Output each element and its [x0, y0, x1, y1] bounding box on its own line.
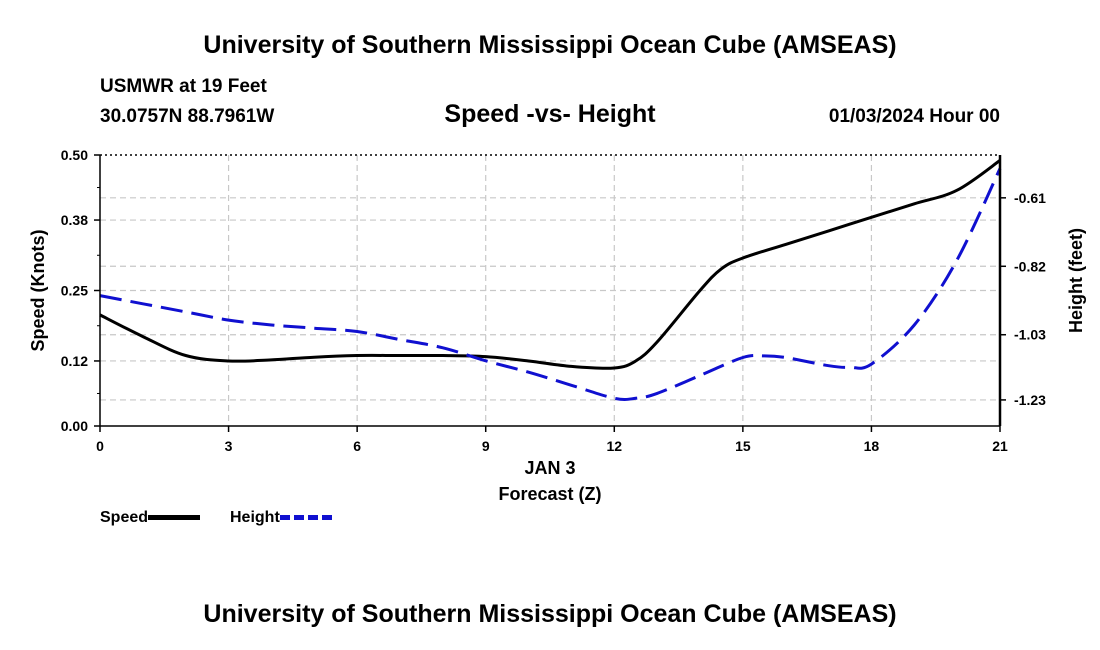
y-tick-label: 0.25 [61, 283, 88, 299]
y-axis-right-label: Height (feet) [1066, 228, 1086, 333]
y-tick-label: 0.12 [61, 353, 88, 369]
x-axis-date-label: JAN 3 [524, 458, 575, 478]
grid [100, 155, 1000, 426]
x-tick-label: 3 [225, 438, 233, 454]
x-tick-label: 15 [735, 438, 751, 454]
station-label: USMWR at 19 Feet [100, 76, 267, 97]
x-tick-label: 9 [482, 438, 490, 454]
chart-subtitle: Speed -vs- Height [444, 100, 656, 128]
y-right-tick-label: -1.03 [1014, 327, 1046, 343]
forecast-datetime: 01/03/2024 Hour 00 [828, 106, 1000, 127]
axis-ticks: 0 3 6 9 12 15 18 21 0.00 0.12 0.25 0.38 0.50 -1.23 -1.… [61, 147, 1046, 454]
coordinates-label: 30.0757N 88.7961W [100, 106, 275, 127]
x-tick-label: 0 [96, 438, 104, 454]
y-tick-label: 0.38 [61, 212, 88, 228]
series-line-height [99, 167, 1002, 401]
x-tick-label: 12 [606, 438, 622, 454]
y-right-tick-label: -0.82 [1014, 258, 1046, 274]
y-right-tick-label: -0.61 [1014, 190, 1046, 206]
chart-title: University of Southern Mississippi Ocean… [203, 31, 897, 59]
x-tick-label: 21 [992, 438, 1008, 454]
y-tick-label: 0.00 [61, 418, 88, 434]
footer-title: University of Southern Mississippi Ocean… [203, 600, 897, 628]
legend-speed-label: Speed [100, 509, 149, 526]
legend-height: Height [230, 509, 332, 527]
x-tick-label: 6 [353, 438, 361, 454]
legend-height-swatch [279, 515, 332, 521]
series-line-speed [99, 159, 1001, 370]
legend-height-label: Height [230, 509, 280, 526]
x-tick-label: 18 [864, 438, 880, 454]
x-axis-label: Forecast (Z) [498, 484, 601, 504]
legend-speed: Speed [100, 509, 201, 527]
y-tick-label: 0.50 [61, 147, 88, 163]
y-axis-label: Speed (Knots) [28, 229, 48, 351]
series-layer [99, 159, 1002, 401]
legend-speed-swatch [148, 515, 201, 521]
y-right-tick-label: -1.23 [1014, 392, 1046, 408]
